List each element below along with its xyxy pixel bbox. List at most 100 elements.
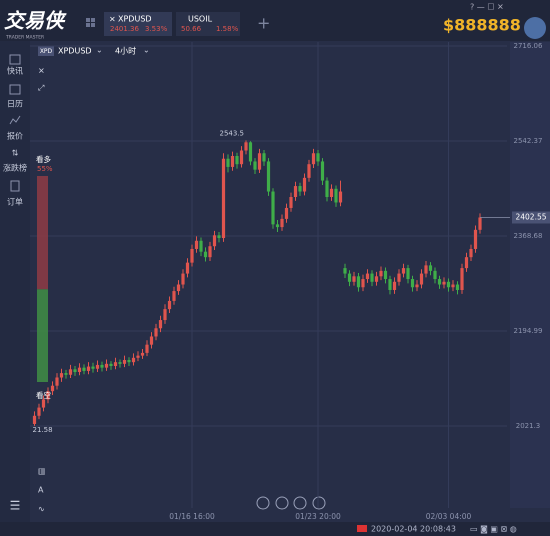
candle-body (374, 276, 379, 282)
menu-icon[interactable]: ☰ (10, 499, 21, 513)
add-tab[interactable]: + (257, 14, 270, 33)
sidebar-item[interactable]: 涨跌榜 (3, 163, 27, 173)
candle-body (100, 364, 104, 368)
close-tools[interactable]: ✕ (38, 67, 45, 76)
candle-body (37, 407, 41, 416)
candle-body (460, 268, 464, 290)
bear-bar (37, 289, 48, 382)
candle-body (347, 273, 352, 282)
avatar[interactable] (524, 17, 546, 39)
candle-body (329, 188, 334, 198)
dropdown[interactable]: ⌄ (96, 46, 103, 55)
candle-body (383, 270, 388, 280)
candle-body (469, 248, 473, 258)
candle-body (68, 369, 73, 375)
chart: 2716.06 2542.37 2368.68 2194.99 2021.3 01/16 … (30, 42, 550, 521)
tool-icon[interactable]: ∿ (38, 505, 45, 514)
candle-body (289, 197, 293, 208)
candle-body (356, 276, 361, 288)
candle-body (167, 300, 172, 310)
candle-body (419, 273, 424, 285)
tool-icon[interactable]: A (38, 486, 44, 495)
candle-body (127, 359, 131, 363)
candle-body (55, 377, 59, 386)
status-icons[interactable]: ▭ ◙ ▣ ⊠ ◍ (470, 525, 517, 534)
tab[interactable] (176, 12, 240, 36)
candle-body (50, 385, 55, 392)
sidebar-item[interactable]: 日历 (7, 100, 23, 109)
last-price-tag (512, 211, 550, 224)
candle-body (415, 284, 419, 288)
candle-body (86, 366, 91, 371)
sidebar-item[interactable]: 快讯 (7, 66, 23, 76)
tab-close[interactable]: × (109, 15, 116, 24)
candle-body (104, 363, 109, 368)
candle-body (284, 207, 289, 219)
candle-body (194, 240, 199, 249)
status-time: 2020-02-04 20:08:43 (371, 525, 456, 534)
min-label: 21.58 (33, 426, 53, 434)
candle-body (244, 142, 248, 151)
candle-body (230, 155, 235, 167)
candle-body (406, 268, 410, 280)
bear-text: 看空 (36, 390, 51, 400)
logo: 交易侠 (4, 9, 67, 33)
candle-body (325, 180, 329, 198)
bull-text: 看多 (36, 154, 51, 164)
candle-body (235, 155, 239, 165)
timeframe[interactable]: 4小时 (115, 46, 136, 56)
candle-body (221, 158, 226, 239)
tab-price: 50.66 (181, 25, 202, 33)
candle-body (64, 373, 68, 375)
zoom-controls[interactable] (256, 496, 326, 510)
candle-body (343, 268, 347, 274)
candle-body (257, 153, 262, 170)
candle-body (352, 276, 356, 282)
tab-change: 3.53% (145, 25, 168, 33)
last-price: 2402.55 (515, 212, 546, 221)
chart-symbol[interactable]: XPDUSD (58, 47, 92, 56)
x-tick-label: 01/23 20:00 (295, 512, 341, 521)
balance: $888888 (443, 16, 521, 35)
candle-body (217, 235, 221, 239)
y-tick-label: 2716.06 (514, 42, 543, 50)
sidebar-item[interactable]: 报价 (7, 131, 23, 141)
candle-body (266, 161, 271, 192)
candle-body (253, 161, 257, 170)
bull-label: 55% (37, 165, 53, 173)
window-controls[interactable]: ? — ☐ ✕ (470, 3, 504, 12)
balance-toggle[interactable]: ⌄ (503, 22, 510, 31)
candle-body (365, 273, 370, 280)
candle-body (239, 150, 244, 165)
badge-text: XPD (40, 48, 53, 55)
x-tick-label: 01/16 16:00 (169, 512, 215, 521)
logo-sub: TRADER MASTER (5, 35, 44, 41)
candle-body (41, 399, 46, 408)
candle-body (109, 363, 113, 367)
candle-body (478, 217, 482, 230)
candle-body (145, 344, 149, 353)
icon (10, 180, 20, 192)
candle-body (32, 415, 37, 424)
sidebar-item[interactable]: 订单 (7, 197, 23, 207)
candle-body (190, 248, 194, 263)
candle-body (473, 229, 478, 249)
candle-body (401, 268, 406, 274)
grid-icon[interactable] (86, 18, 95, 27)
candle-body (149, 336, 154, 345)
candle-body (437, 279, 442, 285)
candle-body (118, 362, 122, 364)
candle-body (158, 320, 163, 329)
tab-symbol: USOIL (188, 15, 213, 24)
candle-body (131, 357, 136, 363)
dropdown[interactable]: ⌄ (143, 46, 150, 55)
tab-change: 1.58% (216, 25, 239, 33)
expand-tools[interactable]: ⤢ (37, 84, 44, 93)
candle-body (262, 153, 266, 162)
tool-icon[interactable]: ▥ (38, 467, 46, 476)
candle-body (226, 158, 230, 167)
tab[interactable] (104, 12, 172, 36)
icon (9, 115, 21, 125)
